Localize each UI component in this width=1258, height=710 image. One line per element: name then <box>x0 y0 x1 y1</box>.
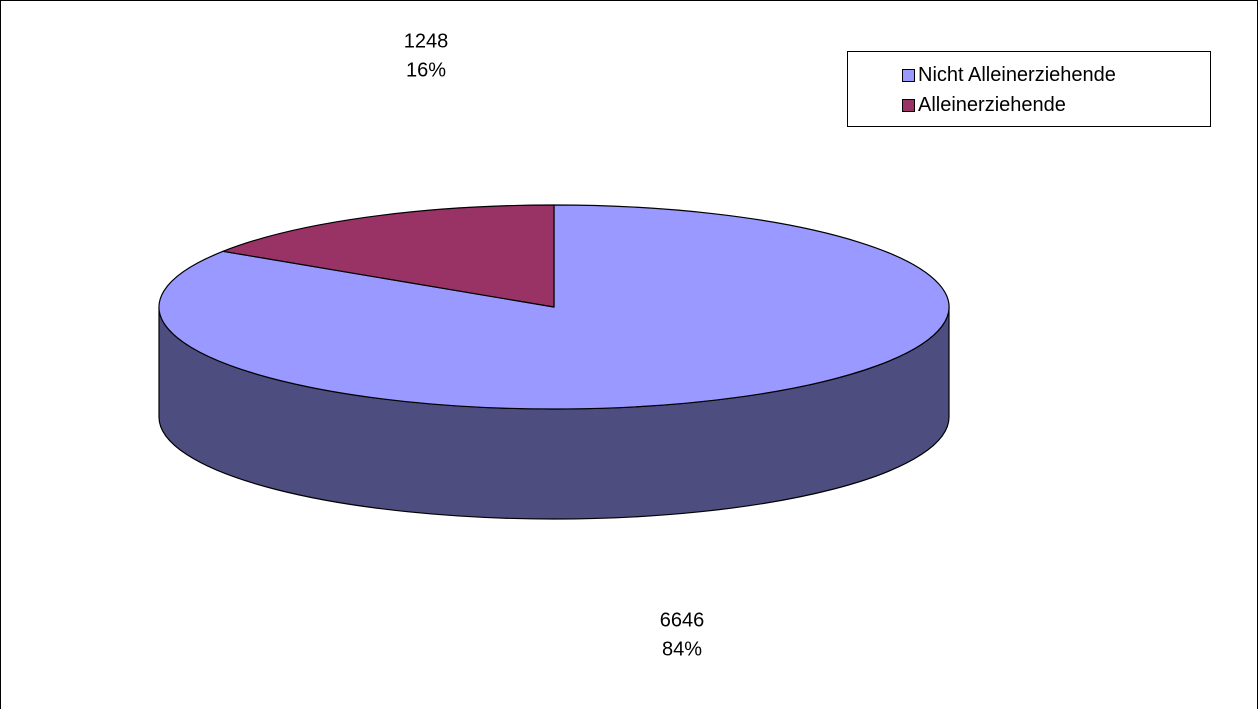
legend-label: Alleinerziehende <box>918 93 1066 116</box>
pie-slice-1 <box>222 204 555 308</box>
legend-label: Nicht Alleinerziehende <box>918 63 1116 86</box>
legend-swatch-nicht-alleinerziehende <box>902 68 915 82</box>
legend: Nicht Alleinerziehende Alleinerziehende <box>847 51 1211 127</box>
legend-item-alleinerziehende: Alleinerziehende <box>902 90 1210 120</box>
data-label-value-0: 6646 <box>660 609 705 631</box>
data-label-percent-1: 16% <box>406 60 446 82</box>
data-label-percent-0: 84% <box>662 638 702 660</box>
pie-tops <box>158 204 950 410</box>
legend-item-nicht-alleinerziehende: Nicht Alleinerziehende <box>902 60 1210 90</box>
pie-labels: 6646 84% 1248 16% <box>404 31 704 661</box>
data-label-value-1: 1248 <box>404 31 449 53</box>
pie-slice-0 <box>158 204 950 410</box>
legend-swatch-alleinerziehende <box>902 98 915 112</box>
